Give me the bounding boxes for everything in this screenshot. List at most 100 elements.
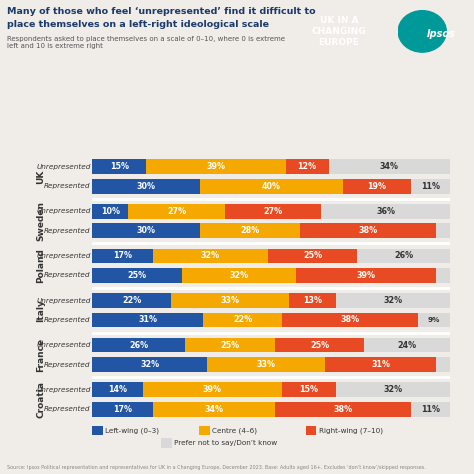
Bar (365, 337, 450, 353)
Bar (336, 382, 450, 397)
Text: Unrepresented: Unrepresented (36, 297, 91, 303)
Circle shape (398, 11, 446, 52)
Bar (418, 312, 450, 328)
Text: 17%: 17% (113, 405, 132, 414)
Text: Left-wing (0–3): Left-wing (0–3) (105, 427, 159, 434)
Text: 25%: 25% (303, 251, 322, 260)
Text: Ipsos: Ipsos (426, 29, 455, 39)
Text: Represented: Represented (44, 228, 91, 234)
Text: Poland: Poland (36, 248, 45, 283)
Text: Italy: Italy (36, 299, 45, 322)
Bar (289, 293, 336, 308)
Text: 32%: 32% (140, 360, 159, 369)
Bar (411, 401, 450, 417)
Bar (296, 268, 436, 283)
Bar (275, 401, 411, 417)
Bar (225, 204, 321, 219)
Text: 25%: 25% (128, 271, 147, 280)
Text: France: France (36, 338, 45, 372)
Text: 31%: 31% (138, 316, 157, 325)
Text: 28%: 28% (240, 227, 260, 236)
Bar (143, 382, 282, 397)
Text: 26%: 26% (394, 251, 413, 260)
Text: 14%: 14% (108, 385, 127, 394)
Text: 33%: 33% (221, 296, 240, 305)
Bar (286, 159, 328, 174)
Bar (92, 248, 153, 264)
Bar (128, 204, 225, 219)
Text: UK IN A
CHANGING
EUROPE: UK IN A CHANGING EUROPE (312, 16, 366, 47)
Text: 34%: 34% (205, 405, 224, 414)
Bar (203, 312, 282, 328)
Bar (300, 223, 436, 238)
Text: 10%: 10% (101, 207, 120, 216)
Text: Respondents asked to place themselves on a scale of 0–10, where 0 is extreme
lef: Respondents asked to place themselves on… (7, 36, 285, 49)
Text: 11%: 11% (421, 405, 440, 414)
Text: 31%: 31% (371, 360, 390, 369)
Text: 9%: 9% (428, 317, 440, 323)
Text: 40%: 40% (262, 182, 281, 191)
Text: 34%: 34% (380, 162, 399, 171)
Text: 15%: 15% (110, 162, 129, 171)
Text: 39%: 39% (203, 385, 222, 394)
Bar (328, 159, 450, 174)
Bar (200, 223, 300, 238)
Text: UK: UK (36, 169, 45, 184)
Text: 22%: 22% (233, 316, 252, 325)
Bar (275, 337, 365, 353)
Bar (146, 159, 286, 174)
Bar (153, 401, 275, 417)
Text: 38%: 38% (333, 405, 353, 414)
Text: 25%: 25% (221, 340, 240, 349)
Text: Right-wing (7–10): Right-wing (7–10) (319, 427, 383, 434)
Bar (436, 268, 450, 283)
Text: Source: Ipsos Political representation and representatives for UK in a Changing : Source: Ipsos Political representation a… (7, 465, 426, 470)
Text: 32%: 32% (383, 296, 402, 305)
Text: Many of those who feel ‘unrepresented’ find it difficult to: Many of those who feel ‘unrepresented’ f… (7, 7, 316, 16)
Bar (92, 312, 203, 328)
Text: Represented: Represented (44, 317, 91, 323)
Bar (92, 204, 128, 219)
Bar (92, 268, 182, 283)
Text: Represented: Represented (44, 273, 91, 279)
Text: Unrepresented: Unrepresented (36, 164, 91, 170)
Text: 33%: 33% (256, 360, 275, 369)
Bar (92, 179, 200, 194)
Bar (436, 223, 450, 238)
Bar (336, 293, 450, 308)
Text: 15%: 15% (300, 385, 319, 394)
Bar (207, 357, 325, 372)
Text: 30%: 30% (137, 182, 155, 191)
Text: 27%: 27% (264, 207, 283, 216)
Text: 38%: 38% (340, 316, 360, 325)
Bar (182, 268, 296, 283)
Text: 11%: 11% (421, 182, 440, 191)
Bar (171, 293, 289, 308)
Text: 22%: 22% (122, 296, 141, 305)
Bar (92, 357, 207, 372)
Text: Croatia: Croatia (36, 381, 45, 418)
Text: Sweden: Sweden (36, 201, 45, 241)
Text: 27%: 27% (167, 207, 186, 216)
Text: Unrepresented: Unrepresented (36, 208, 91, 214)
Text: Unrepresented: Unrepresented (36, 253, 91, 259)
Text: 32%: 32% (383, 385, 402, 394)
Bar (92, 337, 185, 353)
Bar (92, 401, 153, 417)
Text: Prefer not to say/Don’t know: Prefer not to say/Don’t know (174, 440, 277, 446)
Text: 25%: 25% (310, 340, 329, 349)
Bar (411, 179, 450, 194)
Text: Represented: Represented (44, 406, 91, 412)
Text: 32%: 32% (229, 271, 249, 280)
Text: 38%: 38% (358, 227, 378, 236)
Bar (282, 382, 336, 397)
Text: Unrepresented: Unrepresented (36, 386, 91, 392)
Text: 32%: 32% (201, 251, 220, 260)
Text: 39%: 39% (206, 162, 226, 171)
Text: 36%: 36% (376, 207, 395, 216)
Bar (92, 293, 171, 308)
Bar (343, 179, 411, 194)
Text: 24%: 24% (398, 340, 417, 349)
Bar (321, 204, 450, 219)
Text: Represented: Represented (44, 362, 91, 368)
